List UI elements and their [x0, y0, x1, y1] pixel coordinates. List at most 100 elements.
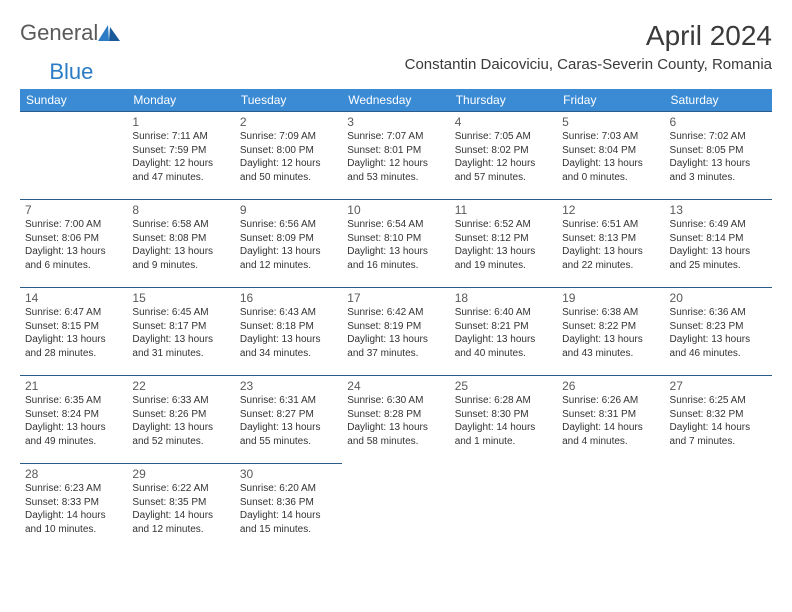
- day-cell: 25Sunrise: 6:28 AMSunset: 8:30 PMDayligh…: [450, 376, 557, 464]
- day-cell: 6Sunrise: 7:02 AMSunset: 8:05 PMDaylight…: [665, 112, 772, 200]
- day-number: 27: [670, 379, 767, 393]
- day-cell: 13Sunrise: 6:49 AMSunset: 8:14 PMDayligh…: [665, 200, 772, 288]
- day-cell: 14Sunrise: 6:47 AMSunset: 8:15 PMDayligh…: [20, 288, 127, 376]
- day-details: Sunrise: 6:49 AMSunset: 8:14 PMDaylight:…: [670, 218, 767, 272]
- day-cell: 17Sunrise: 6:42 AMSunset: 8:19 PMDayligh…: [342, 288, 449, 376]
- calendar-row: 28Sunrise: 6:23 AMSunset: 8:33 PMDayligh…: [20, 464, 772, 552]
- day-number: 14: [25, 291, 122, 305]
- day-details: Sunrise: 6:22 AMSunset: 8:35 PMDaylight:…: [132, 482, 229, 536]
- day-number: 24: [347, 379, 444, 393]
- day-number: 9: [240, 203, 337, 217]
- day-details: Sunrise: 6:40 AMSunset: 8:21 PMDaylight:…: [455, 306, 552, 360]
- logo: General: [20, 20, 122, 46]
- day-details: Sunrise: 7:09 AMSunset: 8:00 PMDaylight:…: [240, 130, 337, 184]
- day-details: Sunrise: 6:58 AMSunset: 8:08 PMDaylight:…: [132, 218, 229, 272]
- day-number: 10: [347, 203, 444, 217]
- day-cell: 4Sunrise: 7:05 AMSunset: 8:02 PMDaylight…: [450, 112, 557, 200]
- dow-thu: Thursday: [450, 89, 557, 112]
- day-number: 2: [240, 115, 337, 129]
- day-details: Sunrise: 7:07 AMSunset: 8:01 PMDaylight:…: [347, 130, 444, 184]
- day-details: Sunrise: 6:26 AMSunset: 8:31 PMDaylight:…: [562, 394, 659, 448]
- day-cell: 21Sunrise: 6:35 AMSunset: 8:24 PMDayligh…: [20, 376, 127, 464]
- day-details: Sunrise: 6:51 AMSunset: 8:13 PMDaylight:…: [562, 218, 659, 272]
- day-cell: 1Sunrise: 7:11 AMSunset: 7:59 PMDaylight…: [127, 112, 234, 200]
- day-details: Sunrise: 6:33 AMSunset: 8:26 PMDaylight:…: [132, 394, 229, 448]
- day-number: 30: [240, 467, 337, 481]
- calendar-row: 1Sunrise: 7:11 AMSunset: 7:59 PMDaylight…: [20, 112, 772, 200]
- day-details: Sunrise: 6:52 AMSunset: 8:12 PMDaylight:…: [455, 218, 552, 272]
- month-title: April 2024: [405, 20, 772, 52]
- day-details: Sunrise: 6:38 AMSunset: 8:22 PMDaylight:…: [562, 306, 659, 360]
- day-details: Sunrise: 6:45 AMSunset: 8:17 PMDaylight:…: [132, 306, 229, 360]
- day-cell: 5Sunrise: 7:03 AMSunset: 8:04 PMDaylight…: [557, 112, 664, 200]
- day-cell: 29Sunrise: 6:22 AMSunset: 8:35 PMDayligh…: [127, 464, 234, 552]
- logo-line2: GeBlue: [20, 59, 772, 85]
- day-cell: 7Sunrise: 7:00 AMSunset: 8:06 PMDaylight…: [20, 200, 127, 288]
- logo-text-blue: Blue: [49, 59, 93, 84]
- day-cell: 8Sunrise: 6:58 AMSunset: 8:08 PMDaylight…: [127, 200, 234, 288]
- day-number: 26: [562, 379, 659, 393]
- day-number: 16: [240, 291, 337, 305]
- day-cell: 19Sunrise: 6:38 AMSunset: 8:22 PMDayligh…: [557, 288, 664, 376]
- dow-sat: Saturday: [665, 89, 772, 112]
- day-cell: 12Sunrise: 6:51 AMSunset: 8:13 PMDayligh…: [557, 200, 664, 288]
- day-number: 21: [25, 379, 122, 393]
- day-cell: 2Sunrise: 7:09 AMSunset: 8:00 PMDaylight…: [235, 112, 342, 200]
- day-number: 3: [347, 115, 444, 129]
- dow-wed: Wednesday: [342, 89, 449, 112]
- empty-cell: [342, 464, 449, 552]
- day-number: 22: [132, 379, 229, 393]
- day-details: Sunrise: 6:42 AMSunset: 8:19 PMDaylight:…: [347, 306, 444, 360]
- day-cell: 9Sunrise: 6:56 AMSunset: 8:09 PMDaylight…: [235, 200, 342, 288]
- day-details: Sunrise: 6:36 AMSunset: 8:23 PMDaylight:…: [670, 306, 767, 360]
- empty-cell: [665, 464, 772, 552]
- day-cell: 3Sunrise: 7:07 AMSunset: 8:01 PMDaylight…: [342, 112, 449, 200]
- day-number: 5: [562, 115, 659, 129]
- dow-mon: Monday: [127, 89, 234, 112]
- calendar-table: Sunday Monday Tuesday Wednesday Thursday…: [20, 89, 772, 551]
- day-details: Sunrise: 7:11 AMSunset: 7:59 PMDaylight:…: [132, 130, 229, 184]
- day-details: Sunrise: 7:03 AMSunset: 8:04 PMDaylight:…: [562, 130, 659, 184]
- day-details: Sunrise: 6:35 AMSunset: 8:24 PMDaylight:…: [25, 394, 122, 448]
- day-cell: 23Sunrise: 6:31 AMSunset: 8:27 PMDayligh…: [235, 376, 342, 464]
- day-cell: 15Sunrise: 6:45 AMSunset: 8:17 PMDayligh…: [127, 288, 234, 376]
- day-details: Sunrise: 6:28 AMSunset: 8:30 PMDaylight:…: [455, 394, 552, 448]
- day-number: 25: [455, 379, 552, 393]
- calendar-row: 14Sunrise: 6:47 AMSunset: 8:15 PMDayligh…: [20, 288, 772, 376]
- day-number: 15: [132, 291, 229, 305]
- day-number: 12: [562, 203, 659, 217]
- day-number: 1: [132, 115, 229, 129]
- day-details: Sunrise: 6:31 AMSunset: 8:27 PMDaylight:…: [240, 394, 337, 448]
- dow-fri: Friday: [557, 89, 664, 112]
- day-number: 8: [132, 203, 229, 217]
- logo-text-general: General: [20, 20, 98, 46]
- day-number: 7: [25, 203, 122, 217]
- day-number: 17: [347, 291, 444, 305]
- day-details: Sunrise: 6:25 AMSunset: 8:32 PMDaylight:…: [670, 394, 767, 448]
- day-details: Sunrise: 6:43 AMSunset: 8:18 PMDaylight:…: [240, 306, 337, 360]
- day-number: 20: [670, 291, 767, 305]
- day-number: 29: [132, 467, 229, 481]
- day-details: Sunrise: 6:20 AMSunset: 8:36 PMDaylight:…: [240, 482, 337, 536]
- day-cell: 26Sunrise: 6:26 AMSunset: 8:31 PMDayligh…: [557, 376, 664, 464]
- day-details: Sunrise: 7:02 AMSunset: 8:05 PMDaylight:…: [670, 130, 767, 184]
- day-details: Sunrise: 6:54 AMSunset: 8:10 PMDaylight:…: [347, 218, 444, 272]
- day-details: Sunrise: 6:47 AMSunset: 8:15 PMDaylight:…: [25, 306, 122, 360]
- day-cell: 27Sunrise: 6:25 AMSunset: 8:32 PMDayligh…: [665, 376, 772, 464]
- day-details: Sunrise: 7:05 AMSunset: 8:02 PMDaylight:…: [455, 130, 552, 184]
- day-number: 6: [670, 115, 767, 129]
- empty-cell: [20, 112, 127, 200]
- day-number: 23: [240, 379, 337, 393]
- dow-sun: Sunday: [20, 89, 127, 112]
- day-number: 28: [25, 467, 122, 481]
- day-cell: 18Sunrise: 6:40 AMSunset: 8:21 PMDayligh…: [450, 288, 557, 376]
- day-cell: 10Sunrise: 6:54 AMSunset: 8:10 PMDayligh…: [342, 200, 449, 288]
- day-details: Sunrise: 6:56 AMSunset: 8:09 PMDaylight:…: [240, 218, 337, 272]
- day-number: 19: [562, 291, 659, 305]
- calendar-row: 21Sunrise: 6:35 AMSunset: 8:24 PMDayligh…: [20, 376, 772, 464]
- dow-header-row: Sunday Monday Tuesday Wednesday Thursday…: [20, 89, 772, 112]
- day-cell: 30Sunrise: 6:20 AMSunset: 8:36 PMDayligh…: [235, 464, 342, 552]
- day-number: 18: [455, 291, 552, 305]
- day-details: Sunrise: 7:00 AMSunset: 8:06 PMDaylight:…: [25, 218, 122, 272]
- day-number: 4: [455, 115, 552, 129]
